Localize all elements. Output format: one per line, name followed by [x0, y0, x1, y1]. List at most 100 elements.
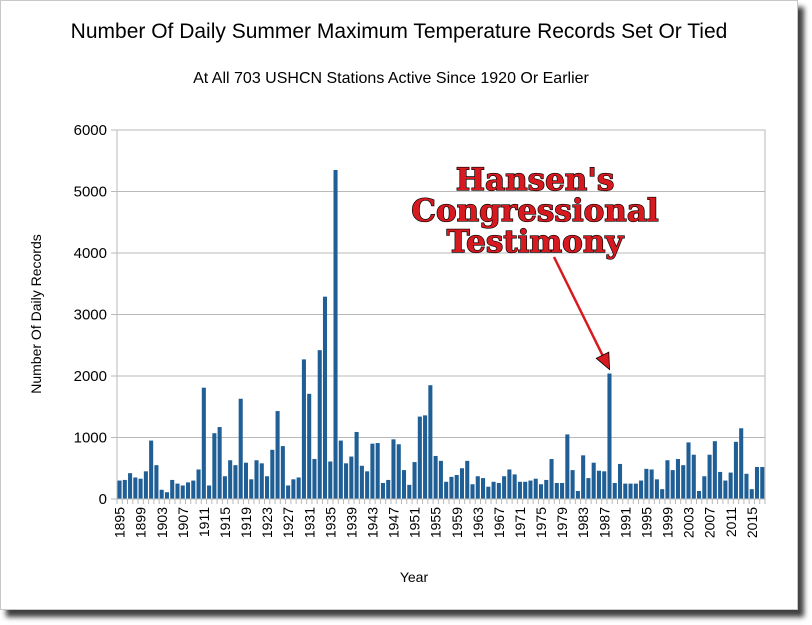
x-tick-label-1975: 1975: [533, 507, 549, 538]
x-tick-label-1899: 1899: [133, 507, 149, 538]
annotation-arrow-head: [595, 351, 611, 371]
bar-1991: [623, 483, 628, 499]
x-tick-label-1939: 1939: [343, 507, 359, 538]
bar-1932: [312, 459, 317, 499]
bar-1901: [149, 440, 154, 499]
bar-2001: [675, 459, 681, 499]
bar-1945: [380, 483, 385, 499]
bar-1975: [538, 484, 544, 499]
bar-2015: [749, 489, 754, 499]
bar-1942: [365, 471, 370, 499]
bar-1934: [322, 296, 328, 499]
bar-1922: [259, 463, 264, 499]
bar-1960: [459, 468, 465, 499]
bar-2016: [754, 467, 760, 499]
x-tick-label-1971: 1971: [512, 507, 528, 538]
bar-1895: [117, 480, 122, 499]
bar-1982: [575, 491, 580, 499]
bar-1951: [412, 462, 417, 499]
x-tick-label-2003: 2003: [681, 507, 697, 538]
bar-1906: [175, 483, 180, 499]
bar-1937: [338, 440, 343, 499]
bar-1999: [665, 460, 670, 499]
x-tick-label-1999: 1999: [660, 507, 676, 538]
bar-1955: [433, 455, 438, 499]
x-tick-label-1947: 1947: [386, 507, 402, 538]
bar-2005: [697, 491, 702, 499]
bar-1912: [207, 485, 212, 499]
x-tick-label-1915: 1915: [217, 507, 233, 538]
x-tick-label-1927: 1927: [280, 507, 296, 538]
bar-1943: [370, 443, 375, 499]
y-tick-label-0: 0: [99, 491, 107, 508]
bar-1954: [428, 385, 433, 499]
bar-1994: [639, 480, 644, 499]
bar-1897: [128, 473, 133, 499]
bar-1950: [407, 484, 412, 499]
bar-1930: [301, 359, 306, 499]
y-axis-ticks: 0 1000 2000 3000 4000 5000 6000: [74, 122, 117, 508]
bar-1984: [586, 478, 591, 499]
bar-1935: [328, 461, 333, 499]
bar-1899: [138, 478, 143, 499]
x-tick-label-1959: 1959: [449, 507, 465, 538]
x-tick-label-2007: 2007: [702, 507, 718, 538]
x-tick-label-1911: 1911: [196, 507, 212, 537]
bar-2014: [744, 473, 749, 499]
bar-2003: [686, 442, 691, 499]
bar-1948: [396, 444, 401, 499]
bar-1896: [122, 479, 127, 499]
bar-2004: [691, 454, 696, 499]
bar-1989: [612, 483, 617, 499]
bar-1959: [454, 475, 459, 499]
x-axis-label: Year: [400, 569, 429, 585]
bar-1971: [517, 481, 522, 499]
plot-border: [116, 129, 766, 500]
bar-1970: [512, 474, 517, 499]
x-tick-label-1907: 1907: [175, 507, 191, 538]
bar-2000: [670, 470, 675, 499]
bar-2009: [718, 471, 723, 499]
y-tick-label-5000: 5000: [74, 184, 107, 201]
bar-1952: [417, 416, 422, 499]
bar-1905: [170, 479, 175, 499]
bar-1996: [649, 469, 654, 499]
bar-1933: [317, 350, 322, 499]
bar-2017: [760, 467, 765, 499]
chart-title: Number Of Daily Summer Maximum Temperatu…: [71, 20, 728, 43]
y-tick-label-2000: 2000: [74, 368, 107, 385]
bar-1988: [607, 373, 612, 499]
bar-2007: [707, 454, 712, 499]
annotation-line-3: Testimony: [447, 224, 625, 260]
bar-1974: [533, 478, 538, 499]
x-tick-label-1955: 1955: [428, 507, 444, 538]
bar-1986: [596, 470, 601, 499]
bar-1939: [349, 456, 354, 499]
bar-1983: [581, 455, 586, 499]
bar-1928: [291, 479, 296, 499]
bar-1969: [507, 469, 512, 499]
bar-2002: [681, 465, 686, 499]
x-tick-label-1919: 1919: [238, 507, 254, 538]
y-tick-label-3000: 3000: [74, 307, 107, 324]
bar-1911: [201, 387, 206, 499]
x-tick-label-1983: 1983: [575, 507, 591, 538]
bar-1977: [549, 459, 554, 499]
bar-1981: [570, 470, 575, 499]
annotation: Hansen's Congressional Testimony: [411, 161, 659, 371]
bar-2010: [723, 480, 728, 499]
bar-1902: [154, 465, 159, 499]
bar-1992: [628, 483, 633, 499]
x-tick-label-1923: 1923: [259, 507, 275, 538]
bar-1916: [228, 460, 233, 499]
bar-1929: [296, 477, 301, 499]
x-tick-label-1895: 1895: [112, 507, 128, 538]
bar-1920: [249, 479, 254, 499]
bar-1953: [423, 415, 428, 499]
bar-1961: [465, 460, 470, 499]
x-tick-label-1967: 1967: [491, 507, 507, 538]
bar-1956: [438, 460, 443, 499]
chart-frame: Number Of Daily Summer Maximum Temperatu…: [0, 0, 798, 610]
bar-1944: [375, 443, 380, 499]
bar-1987: [602, 471, 607, 499]
